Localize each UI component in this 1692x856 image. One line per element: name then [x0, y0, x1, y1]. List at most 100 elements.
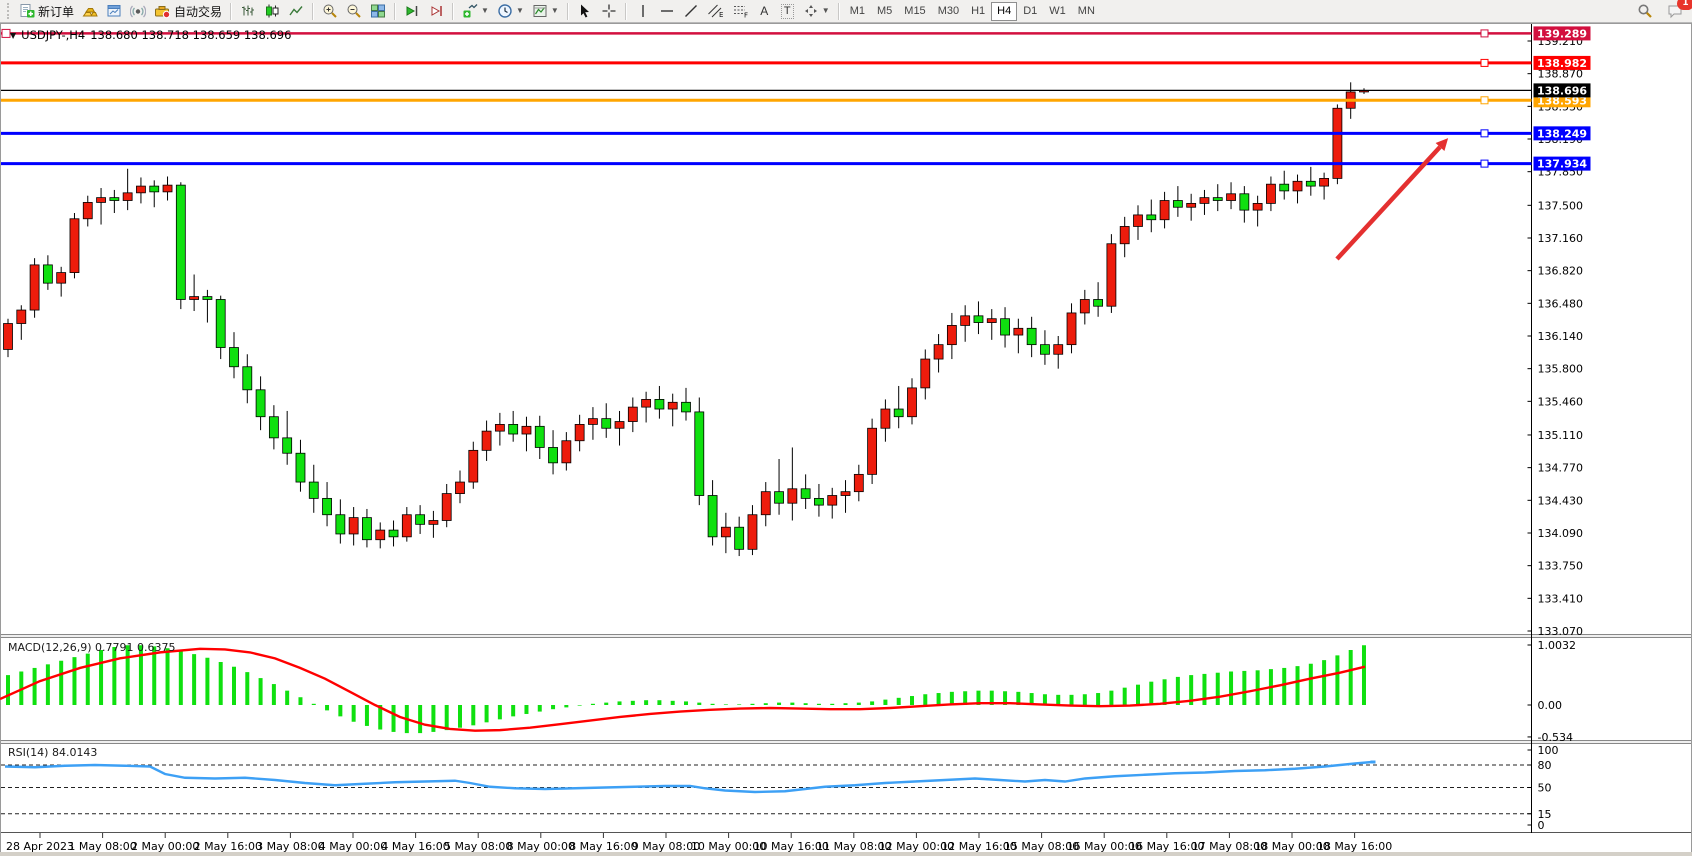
candle-body	[933, 344, 944, 360]
zoom-out-button[interactable]	[342, 1, 366, 22]
notification-badge: 1	[1677, 0, 1692, 10]
chart-title: ▼ USDJPY-,H4 138.680 138.718 138.659 138…	[10, 28, 291, 42]
svg-text:17 May 08:00: 17 May 08:00	[1192, 840, 1267, 853]
svg-text:133.070: 133.070	[1538, 625, 1584, 638]
templates-button[interactable]: ▼	[528, 1, 563, 22]
bar-chart-button[interactable]	[236, 1, 260, 22]
candle-body	[401, 514, 412, 538]
svg-text:137.934: 137.934	[1537, 158, 1587, 171]
timeframe-M15[interactable]: M15	[898, 2, 931, 21]
candle-body	[707, 495, 718, 538]
candle-body	[388, 529, 399, 538]
toolbar-separator	[566, 2, 569, 20]
toolbar-grip[interactable]	[7, 3, 12, 19]
timeframe-H1[interactable]: H1	[965, 2, 991, 21]
svg-text:135.800: 135.800	[1538, 363, 1584, 376]
candle-body	[109, 197, 120, 201]
candle-body	[122, 192, 133, 201]
timeframe-M5[interactable]: M5	[871, 2, 898, 21]
chart-dropdown-icon[interactable]: ▼	[10, 30, 17, 40]
candle-body	[348, 517, 359, 535]
search-button[interactable]	[1633, 1, 1657, 22]
text-button[interactable]: A	[753, 1, 776, 22]
candle-body	[1319, 178, 1330, 187]
cursor-button[interactable]	[573, 1, 597, 22]
candle-body	[29, 264, 40, 311]
market-button[interactable]	[78, 1, 102, 22]
charts-window-button[interactable]	[102, 1, 126, 22]
price-axis[interactable]: 139.210138.870138.530138.190137.850137.5…	[1527, 35, 1584, 638]
candles[interactable]	[3, 82, 1369, 557]
new-order-button[interactable]: 新订单	[15, 1, 78, 22]
tile-windows-button[interactable]	[366, 1, 390, 22]
timeframe-D1[interactable]: D1	[1017, 2, 1043, 21]
autotrading-button[interactable]: 自动交易	[150, 1, 226, 22]
svg-text:11 May 08:00: 11 May 08:00	[816, 840, 891, 853]
svg-text:133.410: 133.410	[1538, 592, 1584, 605]
line-handle	[1480, 58, 1489, 67]
candlestick-chart-button[interactable]	[260, 1, 284, 22]
svg-text:134.090: 134.090	[1538, 527, 1584, 540]
trendline-button[interactable]	[679, 1, 703, 22]
candle-body	[1133, 214, 1143, 227]
indicators-button[interactable]: ▼	[458, 1, 493, 22]
rsi-indicator-label: RSI(14) 84.0143	[8, 746, 98, 759]
svg-text:50: 50	[1538, 782, 1552, 795]
toolbar-separator	[312, 2, 315, 20]
horizontal-line-icon	[659, 3, 675, 19]
crosshair-button[interactable]	[597, 1, 621, 22]
annotation-arrow[interactable]	[1335, 138, 1449, 261]
rsi-panel[interactable]: 100 80 50 150	[1, 744, 1559, 832]
svg-text:134.430: 134.430	[1538, 494, 1584, 507]
candle-body	[907, 387, 917, 418]
svg-text:4 May 00:00: 4 May 00:00	[319, 840, 387, 853]
candle-body	[521, 425, 532, 435]
candle-body	[42, 264, 53, 284]
candle-body	[136, 185, 146, 194]
chart-shift-button[interactable]	[424, 1, 448, 22]
timeframe-M30[interactable]: M30	[932, 2, 965, 21]
candle-body	[468, 449, 479, 483]
candle-body	[1119, 226, 1130, 245]
candle-body	[82, 202, 93, 220]
text-label-icon: T	[780, 3, 794, 19]
timeframe-MN[interactable]: MN	[1072, 2, 1101, 21]
svg-text:1.0032: 1.0032	[1538, 639, 1577, 652]
candle-body	[641, 399, 652, 408]
macd-panel[interactable]: 1.0032 0.00 -0.534	[0, 639, 1576, 744]
signals-button[interactable]	[126, 1, 150, 22]
horizontal-line-button[interactable]	[655, 1, 679, 22]
dropdown-caret-icon: ▼	[550, 6, 559, 15]
svg-text:4 May 16:00: 4 May 16:00	[381, 840, 449, 853]
arrows-button[interactable]: ▼	[799, 1, 834, 22]
periods-button[interactable]: ▼	[493, 1, 528, 22]
svg-text:5 May 08:00: 5 May 08:00	[444, 840, 512, 853]
autotrading-label: 自动交易	[174, 4, 223, 19]
svg-text:0: 0	[1538, 819, 1545, 832]
current-price-label	[1533, 83, 1591, 98]
price-hlines[interactable]: 139.289 138.982 138.593 138.249 137.934	[1, 26, 1591, 171]
timeframe-H4[interactable]: H4	[991, 1, 1018, 21]
line-chart-button[interactable]	[284, 1, 308, 22]
candle-body	[375, 529, 386, 541]
candle-body	[534, 425, 545, 448]
timeframe-W1[interactable]: W1	[1043, 2, 1072, 21]
svg-text:12 May 00:00: 12 May 00:00	[879, 840, 954, 853]
vertical-line-button[interactable]	[631, 1, 655, 22]
equidistant-channel-button[interactable]: E	[703, 1, 728, 22]
zoom-in-button[interactable]	[318, 1, 342, 22]
candle-body	[1239, 193, 1250, 211]
chart-symbol-period: USDJPY-,H4	[21, 28, 86, 42]
current-price: 138.696	[1, 83, 1591, 98]
text-label-button[interactable]: T	[776, 1, 799, 22]
line-handle	[1480, 129, 1489, 138]
fibonacci-button[interactable]: F	[728, 1, 753, 22]
svg-text:139.289: 139.289	[1537, 27, 1587, 40]
toolbar-right-tools: 1	[1633, 0, 1692, 22]
candle-body	[415, 514, 426, 525]
timeframe-M1[interactable]: M1	[844, 2, 871, 21]
auto-scroll-button[interactable]	[400, 1, 424, 22]
toolbar-separator	[230, 2, 233, 20]
